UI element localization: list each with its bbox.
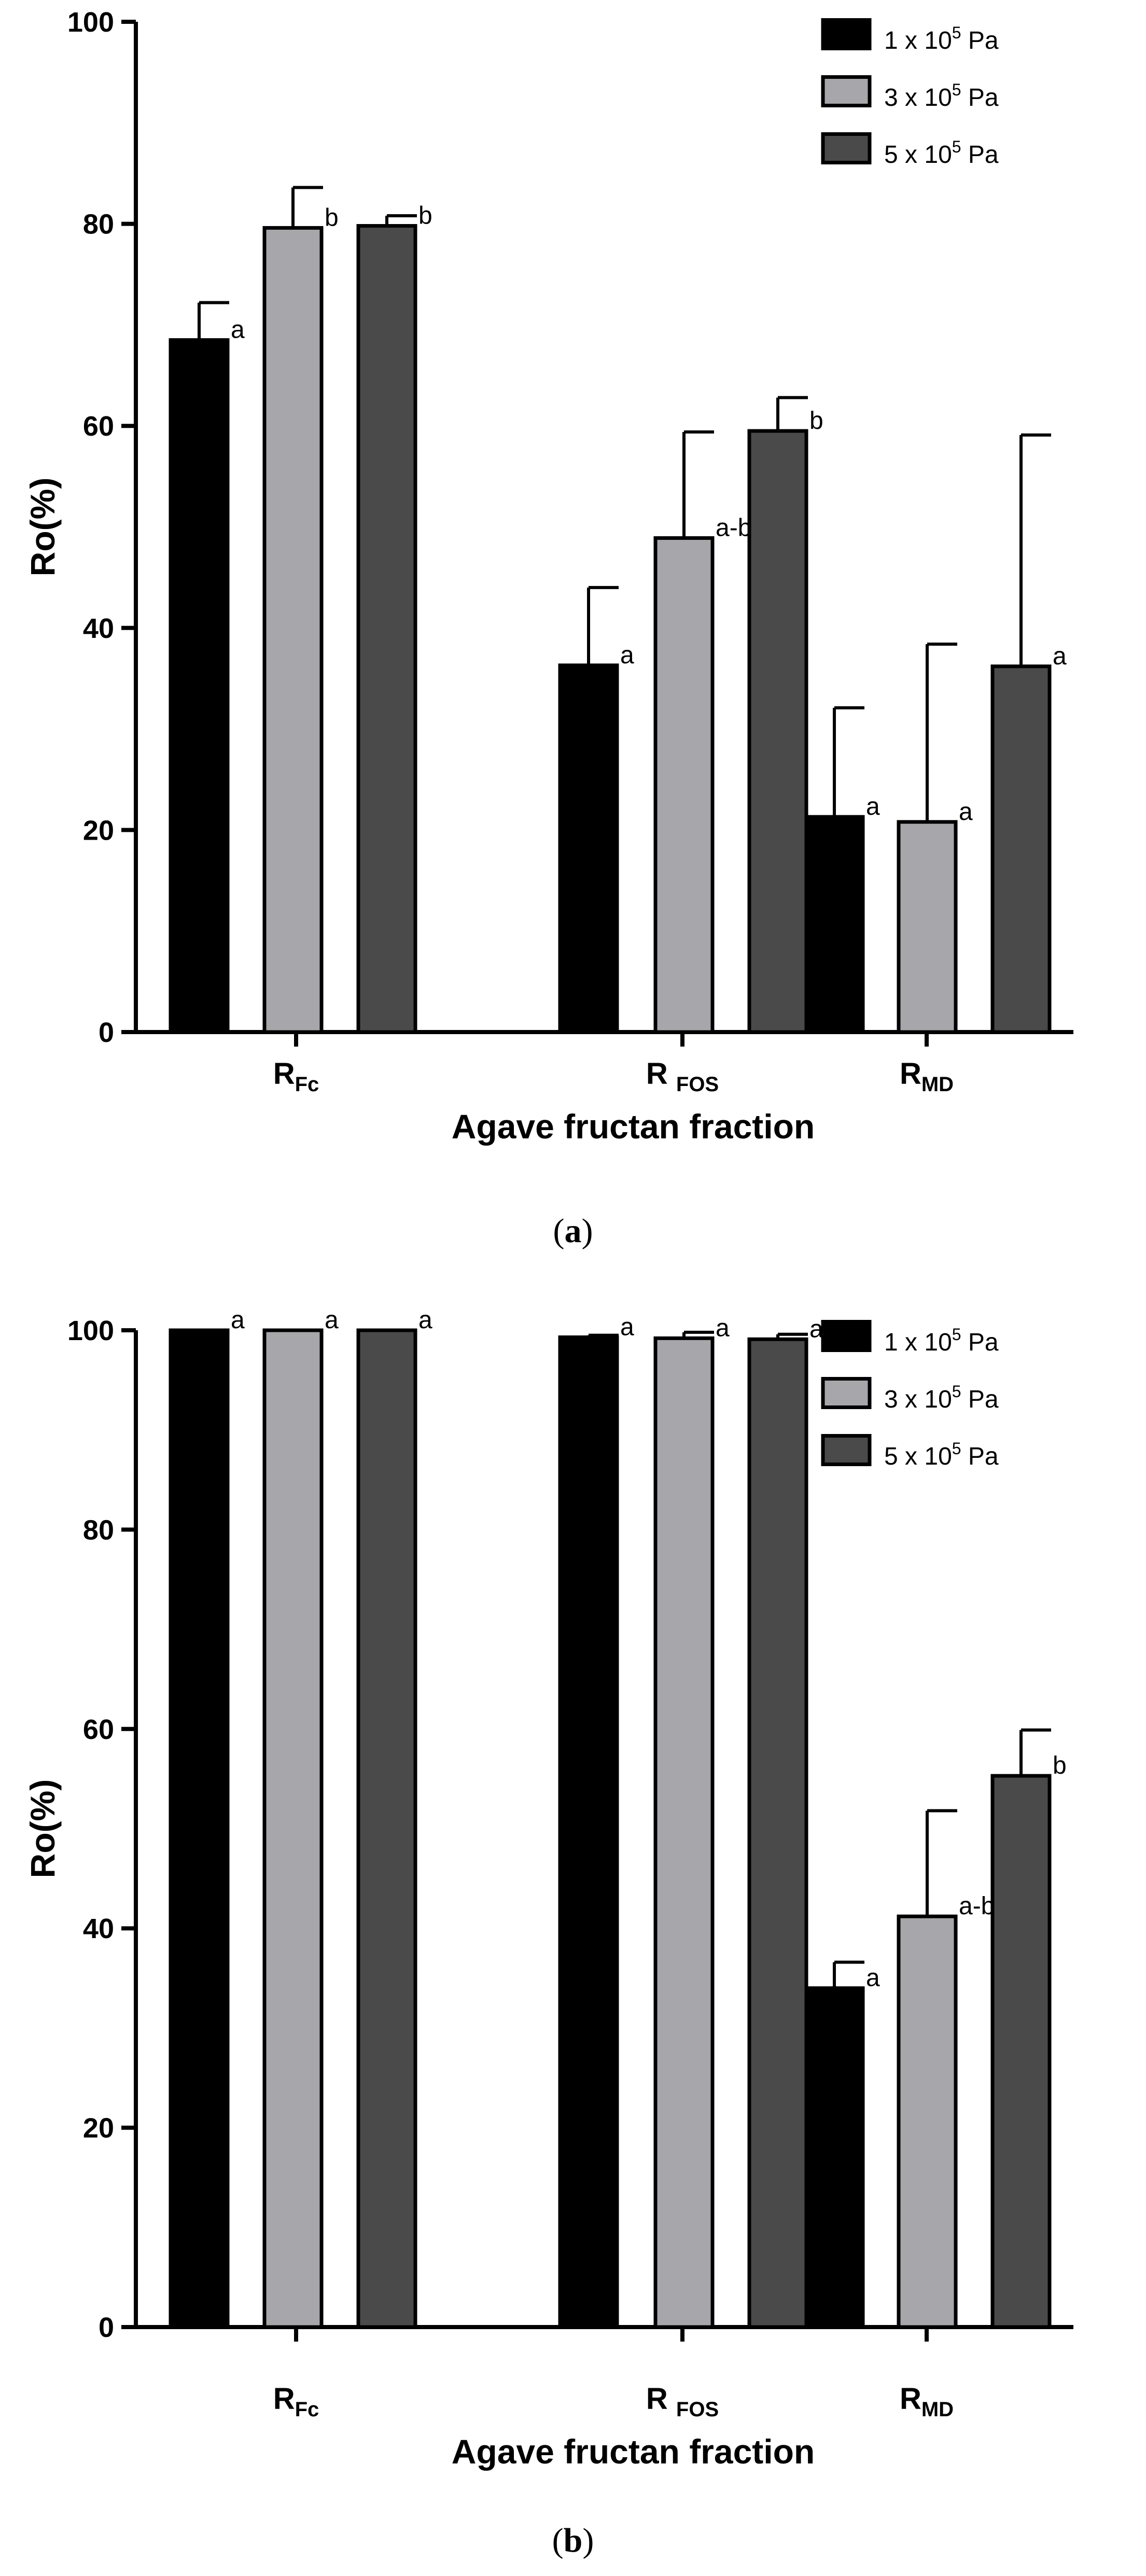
legend-swatch bbox=[821, 18, 872, 50]
legend-swatch bbox=[821, 1377, 872, 1409]
bar bbox=[747, 429, 808, 1034]
bar bbox=[804, 815, 865, 1034]
bar bbox=[897, 1914, 958, 2329]
y-tick-label: 100 bbox=[67, 7, 114, 38]
bar bbox=[990, 1774, 1052, 2329]
y-axis-label: Ro(%) bbox=[23, 478, 62, 577]
bar bbox=[558, 1335, 619, 2329]
significance-label: a bbox=[231, 316, 245, 344]
significance-label: a-b bbox=[959, 1892, 995, 1920]
legend-label: 5 x 105 Pa bbox=[884, 1439, 999, 1470]
y-axis-label: Ro(%) bbox=[23, 1779, 62, 1878]
legend-label: 5 x 105 Pa bbox=[884, 137, 999, 169]
y-tick-label: 0 bbox=[99, 1017, 114, 1048]
category-label: R FOS bbox=[646, 2382, 719, 2421]
significance-label: a-b bbox=[716, 514, 751, 541]
y-tick-label: 80 bbox=[83, 209, 114, 240]
significance-label: a bbox=[325, 1306, 339, 1334]
significance-label: b bbox=[325, 204, 339, 231]
y-tick-label: 40 bbox=[83, 1913, 114, 1944]
legend-label: 1 x 105 Pa bbox=[884, 23, 999, 54]
bar bbox=[653, 1336, 715, 2329]
bar bbox=[356, 224, 417, 1034]
bar bbox=[804, 1986, 865, 2329]
y-tick-label: 40 bbox=[83, 613, 114, 644]
significance-label: a bbox=[1053, 643, 1067, 670]
y-tick-label: 100 bbox=[67, 1315, 114, 1346]
category-label: R FOS bbox=[646, 1057, 719, 1096]
legend: 1 x 105 Pa 3 x 105 Pa 5 x 105 Pa bbox=[821, 1320, 999, 1470]
significance-label: a bbox=[418, 1306, 432, 1334]
y-tick-label: 0 bbox=[99, 2312, 114, 2343]
category-label: RFc bbox=[273, 1057, 319, 1096]
panel-label-b: (b) bbox=[552, 2522, 594, 2559]
panel-label-a: (a) bbox=[553, 1212, 593, 1250]
y-tick-label: 80 bbox=[83, 1514, 114, 1545]
significance-label: a bbox=[866, 1965, 880, 1992]
significance-label: a bbox=[959, 798, 973, 826]
category-label: RFc bbox=[273, 2382, 319, 2421]
significance-label: a bbox=[620, 1313, 634, 1341]
bar bbox=[262, 1328, 324, 2329]
bar bbox=[653, 536, 715, 1034]
y-tick-label: 60 bbox=[83, 411, 114, 442]
legend-label: 3 x 105 Pa bbox=[884, 1382, 999, 1413]
significance-label: a bbox=[620, 642, 634, 669]
bar bbox=[990, 664, 1052, 1034]
significance-label: b bbox=[809, 407, 823, 435]
legend-swatch bbox=[821, 132, 872, 164]
legend-swatch bbox=[821, 1434, 872, 1466]
category-label: RMD bbox=[900, 1057, 954, 1096]
significance-label: b bbox=[418, 202, 432, 229]
significance-label: a bbox=[231, 1306, 245, 1334]
y-tick-label: 60 bbox=[83, 1714, 114, 1745]
legend-label: 3 x 105 Pa bbox=[884, 80, 999, 112]
significance-label: a bbox=[866, 793, 880, 820]
category-label: RMD bbox=[900, 2382, 954, 2421]
bar bbox=[169, 338, 230, 1034]
bar bbox=[356, 1328, 417, 2329]
legend: 1 x 105 Pa 3 x 105 Pa 5 x 105 Pa bbox=[821, 18, 999, 169]
bar bbox=[262, 226, 324, 1034]
y-tick-label: 20 bbox=[83, 2113, 114, 2144]
legend-swatch bbox=[821, 75, 872, 107]
significance-label: b bbox=[1053, 1752, 1067, 1779]
x-axis-label: Agave fructan fraction bbox=[452, 2432, 815, 2471]
legend-swatch bbox=[821, 1320, 872, 1352]
chart-panel-b: 0 20 40 60 80 100 Ro(%) Agave fructan fraction R… bbox=[23, 1306, 1073, 2471]
x-axis-label: Agave fructan fraction bbox=[452, 1107, 815, 1146]
legend-label: 1 x 105 Pa bbox=[884, 1325, 999, 1356]
significance-label: a bbox=[716, 1314, 730, 1342]
y-tick-label: 20 bbox=[83, 815, 114, 846]
bar bbox=[747, 1337, 808, 2329]
bar bbox=[897, 820, 958, 1034]
bar bbox=[169, 1328, 230, 2329]
bar bbox=[558, 663, 619, 1034]
chart-panel-a: 0 20 40 60 80 100 Ro(%) Agave fructan fraction R… bbox=[23, 7, 1073, 1146]
